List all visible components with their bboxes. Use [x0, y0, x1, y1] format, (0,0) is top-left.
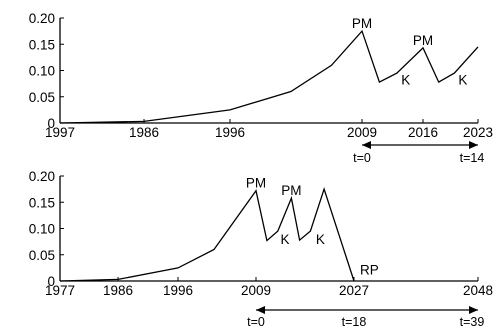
x-tick-label: 1996 [163, 283, 193, 298]
y-tick-label: 0.05 [29, 90, 55, 105]
annotation-pm: PM [413, 33, 433, 48]
chart-top: 0 0.05 0.10 0.15 0.20 1997 1986 1996 2009 2016 202… [29, 11, 493, 165]
annotation-k: K [316, 232, 325, 247]
x-tick-label: 2016 [408, 125, 438, 140]
y-tick-label: 0.10 [29, 222, 55, 237]
annotation-pm: PM [352, 16, 372, 31]
timeline-arrowhead [469, 306, 478, 314]
chart-bottom: 0 0.05 0.10 0.15 0.20 1977 1986 1996 2009 2027 204… [29, 169, 493, 329]
y-tick-label: 0 [47, 116, 55, 131]
timeline-start-label: t=0 [353, 151, 371, 165]
y-tick-label: 0.20 [29, 169, 55, 184]
timeline-end-label: t=39 [460, 315, 485, 329]
y-tick-label: 0.05 [29, 248, 55, 263]
timeline-arrowhead [256, 306, 265, 314]
timeline-mid-label: t=18 [342, 315, 367, 329]
timeline-arrowhead [469, 141, 478, 149]
y-tick-label: 0.15 [29, 195, 55, 210]
x-tick-label: 2009 [241, 283, 271, 298]
series-line [59, 187, 355, 282]
y-tick-label: 0.15 [29, 37, 55, 52]
x-tick-label: 1996 [215, 125, 245, 140]
y-tick-label: 0 [47, 274, 55, 289]
y-tick-label: 0.10 [29, 64, 55, 79]
annotation-k: K [401, 73, 410, 88]
timeline-arrowhead [362, 141, 371, 149]
x-tick-label: 2048 [463, 283, 493, 298]
x-tick-label: 2009 [347, 125, 377, 140]
series-line [59, 29, 479, 124]
x-tick-label: 2023 [463, 125, 493, 140]
x-tick-label: 1977 [45, 283, 75, 298]
annotation-k: K [281, 232, 290, 247]
x-tick-label: 2027 [339, 283, 369, 298]
x-tick-label: 1986 [103, 283, 133, 298]
x-tick-label: 1997 [45, 125, 75, 140]
annotation-k: K [458, 73, 467, 88]
annotation-pm: PM [281, 183, 301, 198]
y-tick-label: 0.20 [29, 11, 55, 26]
timeline-start-label: t=0 [247, 315, 265, 329]
annotation-rp: RP [360, 263, 379, 278]
annotation-pm: PM [246, 176, 266, 191]
timeline-end-label: t=14 [460, 151, 485, 165]
x-tick-label: 1986 [129, 125, 159, 140]
